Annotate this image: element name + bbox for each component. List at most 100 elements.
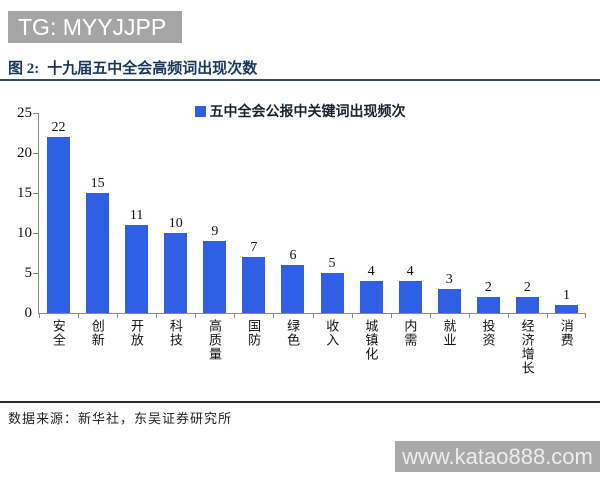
bar-column: 10	[156, 113, 195, 313]
bar-value-label: 1	[562, 288, 570, 303]
figure-number-label: 图 2:	[8, 61, 40, 77]
bar-value-label: 4	[406, 264, 414, 279]
x-tick-mark	[585, 313, 586, 318]
x-axis-label-text: 城镇化	[363, 319, 379, 361]
bar	[203, 241, 227, 313]
x-axis-label-text: 内需	[402, 319, 418, 347]
x-tick-mark	[234, 313, 236, 318]
x-axis-labels: 安全 创新 开放 科技 高质量 国防 绿色 收入 城镇化 内需 就业 投资 经济增长 消费	[38, 319, 585, 375]
x-axis-label: 科技	[155, 319, 194, 375]
bar	[359, 281, 383, 313]
title-divider	[0, 79, 600, 81]
x-axis-label-text: 消费	[558, 319, 574, 347]
x-tick-mark	[78, 313, 80, 318]
x-tick-mark	[429, 313, 431, 318]
x-tick-mark	[273, 313, 275, 318]
x-tick-mark	[195, 313, 197, 318]
bar-column: 9	[195, 113, 234, 313]
y-axis-tick-label: 10	[17, 225, 32, 241]
x-axis-label: 安全	[38, 319, 77, 375]
footer-divider	[0, 401, 600, 403]
channel-badge: TG: MYYJJPP	[8, 11, 183, 43]
bar-column: 11	[117, 113, 156, 313]
bar-column: 2	[508, 113, 547, 313]
x-tick-mark	[312, 313, 314, 318]
x-tick-mark	[468, 313, 470, 318]
bar-column: 4	[352, 113, 391, 313]
x-axis-label-text: 创新	[89, 319, 105, 347]
x-axis-label-text: 投资	[480, 319, 496, 347]
bar	[515, 297, 539, 313]
bar-column: 1	[547, 113, 586, 313]
bar-value-label: 4	[367, 264, 375, 279]
y-tick-mark	[33, 233, 39, 234]
x-axis-label-text: 绿色	[285, 319, 301, 347]
x-axis-label: 高质量	[194, 319, 233, 375]
x-axis-label: 投资	[468, 319, 507, 375]
plot-area: 22 15 11 10 9 7 6 5 4 4 3 2 2 1	[33, 113, 586, 318]
x-tick-mark	[507, 313, 509, 318]
x-tick-mark	[390, 313, 392, 318]
y-axis-tick-label: 25	[17, 105, 32, 121]
bar-column: 7	[234, 113, 273, 313]
x-axis-label-text: 收入	[324, 319, 340, 347]
bar-value-label: 22	[51, 120, 66, 135]
x-tick-mark	[156, 313, 158, 318]
x-axis-label-text: 高质量	[207, 319, 222, 361]
chart-legend: 五中全会公报中关键词出现频次	[0, 101, 600, 121]
bar-value-label: 5	[328, 256, 336, 271]
figure-title: 图 2: 十九届五中全会高频词出现次数	[8, 57, 257, 78]
bar	[398, 281, 422, 313]
legend-swatch-icon	[194, 105, 206, 117]
legend-label: 五中全会公报中关键词出现频次	[209, 105, 406, 120]
x-axis-label: 城镇化	[351, 319, 390, 375]
x-axis-label: 开放	[116, 319, 155, 375]
bar-value-label: 9	[211, 224, 219, 239]
x-axis-label: 创新	[77, 319, 116, 375]
x-axis-label: 消费	[546, 319, 585, 375]
y-tick-mark	[33, 153, 39, 154]
x-axis-label: 收入	[312, 319, 351, 375]
x-axis-label-text: 开放	[128, 319, 144, 347]
bar	[47, 137, 71, 313]
bar	[125, 225, 149, 313]
bar-value-label: 10	[168, 216, 183, 231]
bar-column: 4	[391, 113, 430, 313]
figure-title-text: 十九届五中全会高频词出现次数	[47, 61, 258, 77]
x-axis-label: 绿色	[272, 319, 311, 375]
bar-value-label: 2	[523, 280, 531, 295]
x-axis-label-text: 国防	[246, 319, 262, 347]
bar-value-label: 7	[250, 240, 258, 255]
x-axis-label: 就业	[429, 319, 468, 375]
y-tick-mark	[33, 193, 39, 194]
x-axis-label-text: 科技	[167, 319, 183, 347]
x-tick-mark	[546, 313, 548, 318]
y-axis-tick-label: 15	[17, 185, 32, 201]
x-tick-mark	[351, 313, 353, 318]
bar	[320, 273, 344, 313]
y-axis-tick-label: 20	[17, 145, 32, 161]
y-tick-mark	[33, 273, 39, 274]
bar-value-label: 15	[90, 176, 105, 191]
x-tick-mark	[39, 313, 40, 318]
y-axis-tick-label: 0	[24, 305, 33, 321]
x-axis-label-text: 安全	[50, 319, 66, 347]
x-axis-label-text: 就业	[441, 319, 457, 347]
bar	[554, 305, 578, 313]
bar-column: 5	[313, 113, 352, 313]
bar-value-label: 2	[484, 280, 492, 295]
x-axis-label-text: 经济增长	[519, 319, 535, 375]
bar-value-label: 11	[129, 208, 144, 223]
y-tick-mark	[33, 113, 39, 114]
x-axis-label: 国防	[233, 319, 272, 375]
bar-column: 15	[78, 113, 117, 313]
watermark: www.katao888.com	[395, 441, 600, 472]
bar	[242, 257, 266, 313]
bar	[164, 233, 188, 313]
bar	[476, 297, 500, 313]
data-source: 数据来源：新华社，东吴证券研究所	[8, 411, 233, 426]
y-axis-labels: 0 5 10 15 20 25	[0, 106, 33, 321]
y-axis-tick-label: 5	[24, 265, 33, 281]
x-axis-label: 经济增长	[507, 319, 546, 375]
bar	[86, 193, 110, 313]
